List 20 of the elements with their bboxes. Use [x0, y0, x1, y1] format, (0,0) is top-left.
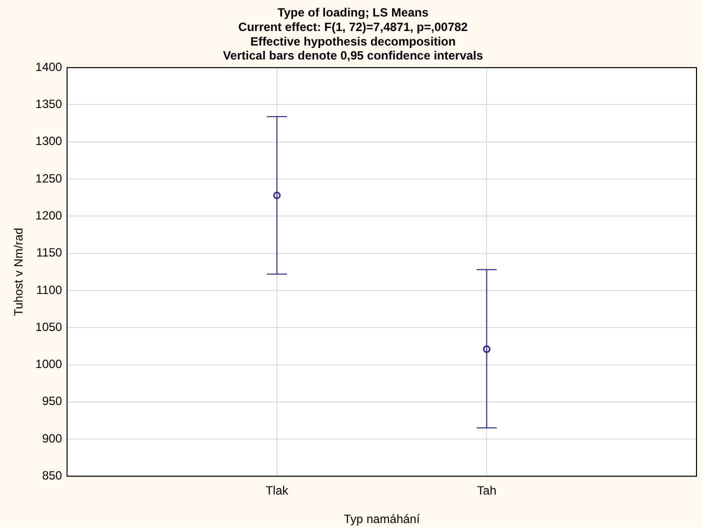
chart-subtitle: Current effect: F(1, 72)=7,4871, p=,00782 — [238, 20, 468, 34]
y-tick-label: 1150 — [36, 246, 62, 260]
y-tick-label: 1300 — [35, 134, 62, 148]
y-tick-label: 1000 — [35, 357, 62, 372]
text: Effective hypothesis decomposition — [250, 34, 456, 48]
y-tick-label: 1200 — [35, 208, 62, 222]
y-tick-label: 900 — [42, 431, 62, 446]
y-tick-label: 1100 — [36, 282, 62, 297]
text: Vertical bars denote 0,95 confidence intervals — [222, 48, 484, 63]
chart-title: Type of loading; LS Means — [277, 6, 429, 20]
y-tick-label: 1350 — [35, 97, 62, 112]
x-tick-label: Tlak — [266, 484, 290, 498]
y-tick-label: 950 — [42, 394, 62, 408]
y-axis-title: Tuhost v Nm/rad — [12, 228, 26, 316]
x-tick-label: Tah — [477, 484, 496, 498]
y-tick-label: 1250 — [35, 171, 62, 186]
y-tick-label: 1050 — [35, 320, 62, 334]
x-axis-title: Typ namáhání — [344, 512, 420, 526]
y-tick-label: 1400 — [35, 60, 62, 74]
y-tick-label: 850 — [42, 468, 62, 483]
